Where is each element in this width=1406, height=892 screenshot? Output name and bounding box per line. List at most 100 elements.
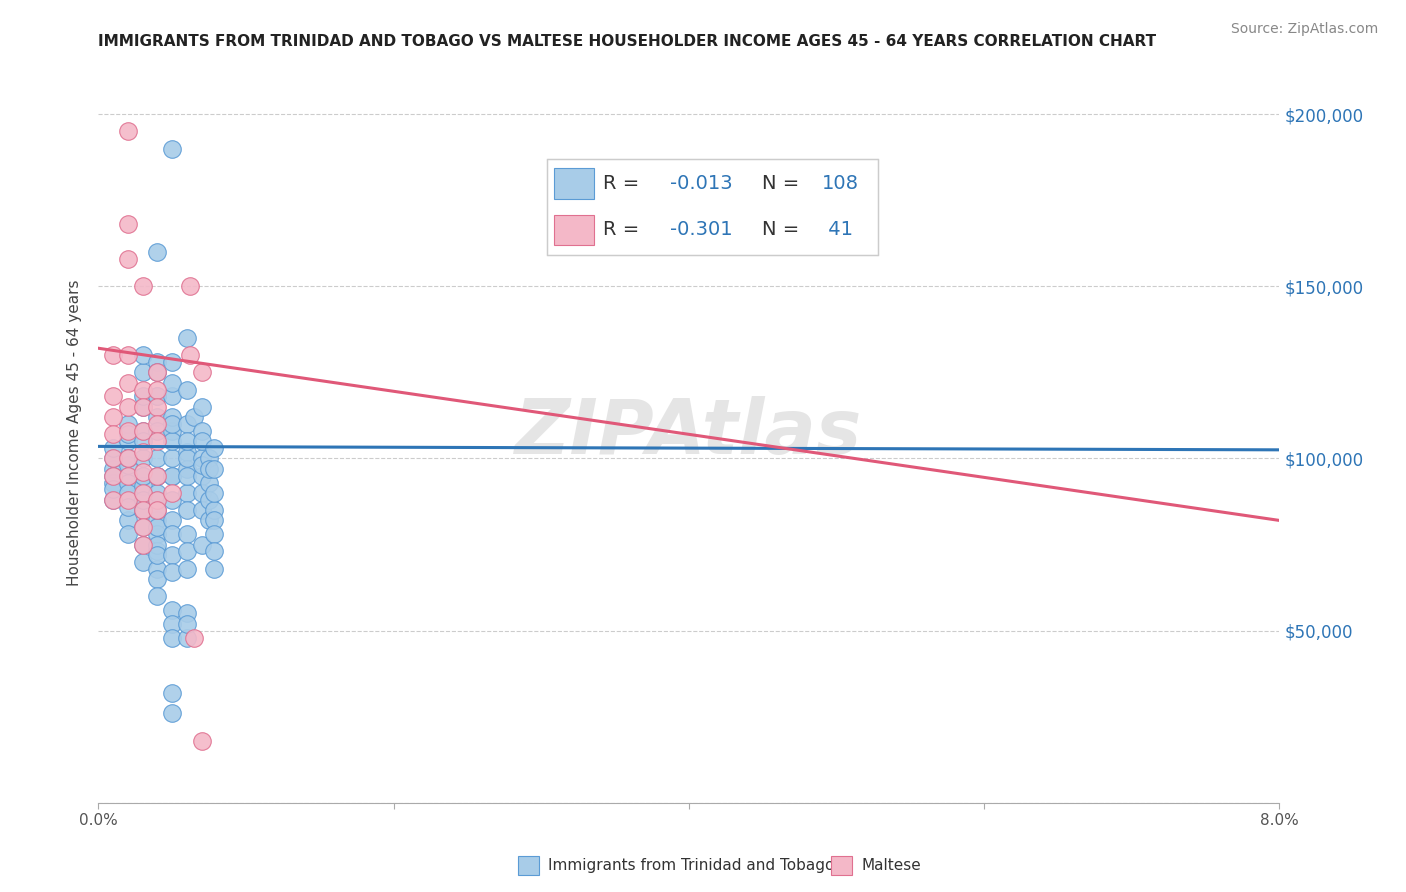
- Point: [117, 348, 139, 362]
- Point: [132, 465, 155, 479]
- FancyBboxPatch shape: [831, 856, 852, 875]
- Point: [176, 468, 198, 483]
- Point: [132, 424, 155, 438]
- Point: [183, 410, 205, 425]
- Point: [103, 483, 125, 497]
- Point: [162, 706, 183, 721]
- Point: [117, 417, 139, 431]
- Point: [146, 434, 169, 449]
- Point: [162, 451, 183, 466]
- Point: [103, 348, 125, 362]
- Point: [202, 544, 225, 558]
- Point: [132, 468, 155, 483]
- Point: [191, 486, 214, 500]
- Point: [198, 451, 221, 466]
- Point: [176, 607, 198, 621]
- Point: [117, 492, 139, 507]
- Point: [117, 451, 139, 466]
- Point: [176, 527, 198, 541]
- Point: [202, 441, 225, 455]
- Point: [146, 486, 169, 500]
- Point: [132, 400, 155, 414]
- Point: [162, 565, 183, 579]
- Point: [191, 468, 214, 483]
- Point: [146, 544, 169, 558]
- Point: [132, 492, 155, 507]
- Point: [176, 486, 198, 500]
- Point: [162, 492, 183, 507]
- Point: [191, 365, 214, 379]
- Point: [191, 451, 214, 466]
- Point: [117, 252, 139, 266]
- Point: [191, 503, 214, 517]
- Y-axis label: Householder Income Ages 45 - 64 years: Householder Income Ages 45 - 64 years: [67, 279, 83, 586]
- Point: [117, 124, 139, 138]
- Point: [146, 468, 169, 483]
- Point: [179, 348, 201, 362]
- Point: [146, 365, 169, 379]
- Point: [146, 492, 169, 507]
- Point: [162, 376, 183, 390]
- Text: ZIPAtlas: ZIPAtlas: [515, 396, 863, 469]
- Point: [191, 537, 214, 551]
- Point: [132, 479, 155, 493]
- Point: [146, 468, 169, 483]
- Point: [198, 513, 221, 527]
- Point: [132, 537, 155, 551]
- Point: [132, 348, 155, 362]
- Point: [132, 520, 155, 534]
- Point: [146, 424, 169, 438]
- Point: [202, 513, 225, 527]
- Text: Source: ZipAtlas.com: Source: ZipAtlas.com: [1230, 22, 1378, 37]
- Point: [146, 400, 169, 414]
- Point: [176, 331, 198, 345]
- Point: [146, 389, 169, 403]
- Point: [132, 537, 155, 551]
- Point: [103, 492, 125, 507]
- Point: [198, 492, 221, 507]
- Point: [117, 468, 139, 483]
- Point: [191, 400, 214, 414]
- Point: [132, 365, 155, 379]
- Point: [198, 462, 221, 476]
- Point: [162, 417, 183, 431]
- Point: [117, 434, 139, 449]
- Point: [176, 616, 198, 631]
- Point: [146, 503, 169, 517]
- Point: [117, 500, 139, 514]
- Point: [162, 355, 183, 369]
- Point: [176, 462, 198, 476]
- Point: [146, 355, 169, 369]
- Point: [117, 400, 139, 414]
- Point: [103, 462, 125, 476]
- Point: [162, 513, 183, 527]
- Point: [103, 441, 125, 455]
- Point: [117, 468, 139, 483]
- Point: [132, 468, 155, 483]
- Point: [176, 383, 198, 397]
- Point: [162, 434, 183, 449]
- Point: [176, 444, 198, 458]
- Point: [132, 486, 155, 500]
- Point: [202, 527, 225, 541]
- Point: [103, 492, 125, 507]
- Point: [146, 513, 169, 527]
- Point: [191, 458, 214, 473]
- Point: [198, 475, 221, 490]
- Point: [146, 417, 169, 431]
- Point: [202, 503, 225, 517]
- Point: [146, 572, 169, 586]
- Point: [146, 520, 169, 534]
- Point: [183, 631, 205, 645]
- Point: [162, 486, 183, 500]
- Point: [132, 424, 155, 438]
- Point: [162, 548, 183, 562]
- Point: [146, 244, 169, 259]
- Point: [162, 468, 183, 483]
- Point: [132, 279, 155, 293]
- Point: [146, 451, 169, 466]
- FancyBboxPatch shape: [517, 856, 538, 875]
- Text: Immigrants from Trinidad and Tobago: Immigrants from Trinidad and Tobago: [548, 858, 835, 873]
- Point: [132, 444, 155, 458]
- Point: [117, 427, 139, 442]
